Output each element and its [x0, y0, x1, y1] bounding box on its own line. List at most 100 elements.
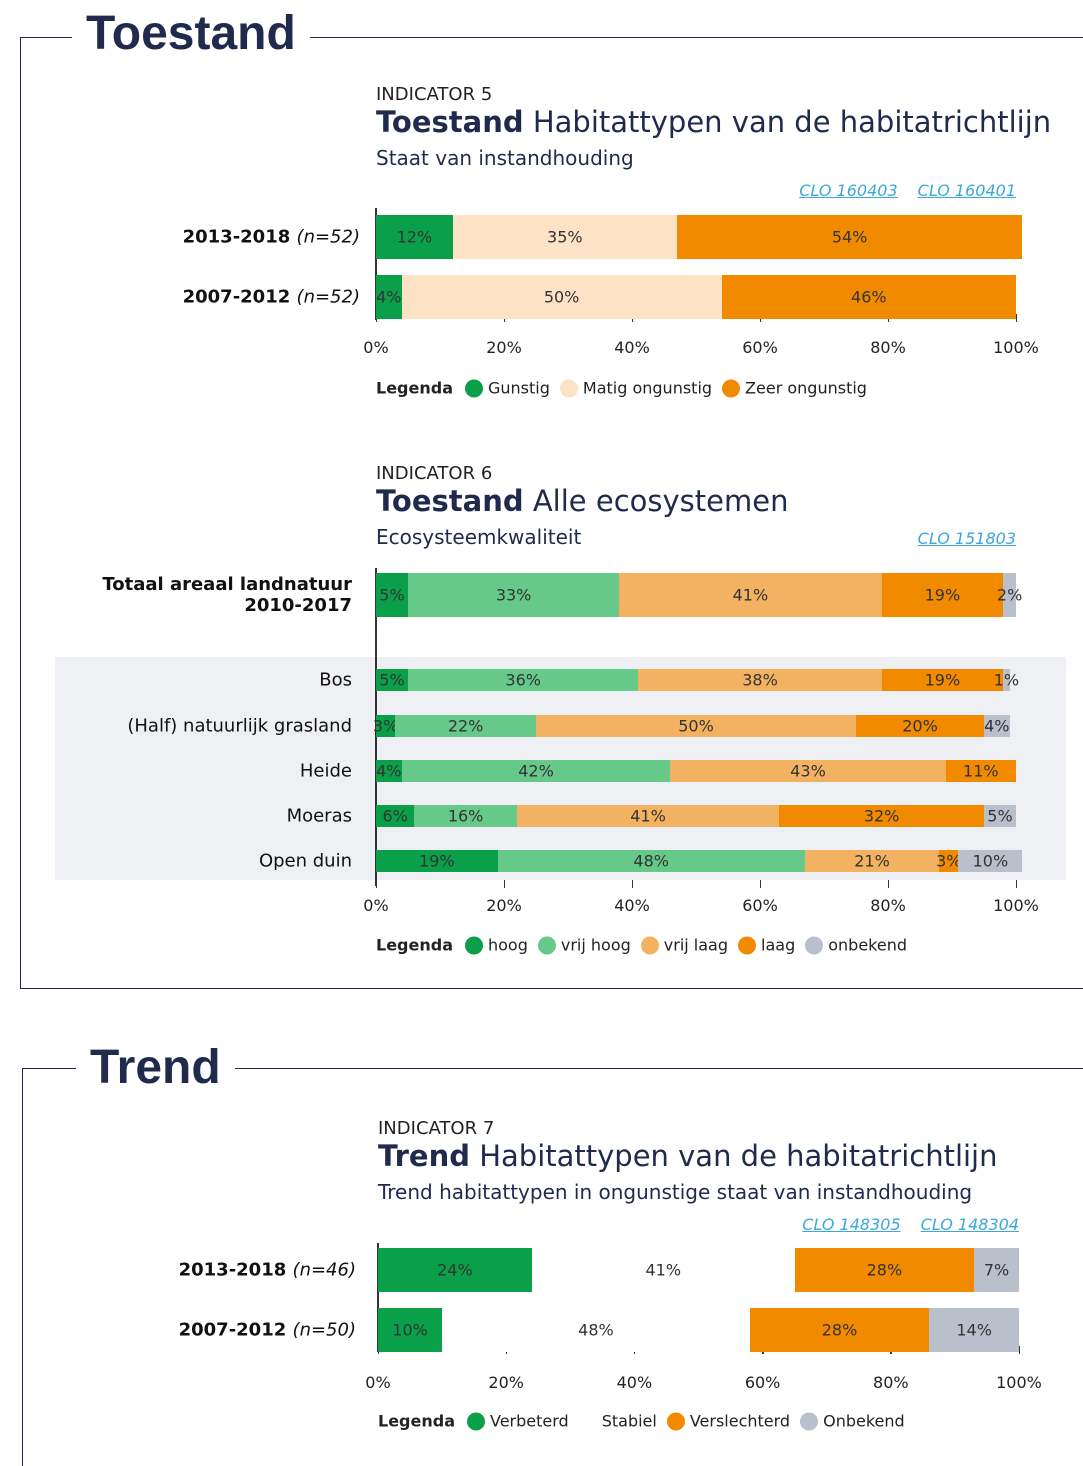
bar-segment — [376, 715, 396, 737]
bar-segment — [881, 669, 1004, 691]
axis-line — [375, 208, 377, 320]
bar-segment — [414, 805, 517, 827]
legend-swatch — [465, 936, 483, 954]
x-tick-label: 0% — [363, 338, 389, 357]
value-label: 54% — [831, 227, 868, 247]
bar-segment — [442, 1308, 750, 1352]
value-label: 5% — [379, 670, 405, 690]
tick-mark — [887, 880, 889, 888]
value-label: 22% — [447, 716, 484, 736]
clo-link[interactable]: CLO 160401 — [917, 181, 1016, 200]
bar-segment — [516, 805, 780, 827]
bar-segment — [1003, 573, 1016, 617]
bar-segment — [395, 715, 536, 737]
category-note: (n=52) — [296, 286, 360, 308]
category-label: 2007-2012 (n=50) — [76, 1320, 356, 1341]
category-name: 2013-2018 — [178, 1259, 287, 1281]
clo-link[interactable]: CLO 148304 — [920, 1215, 1019, 1234]
legend-swatch — [467, 1412, 485, 1430]
value-label: 24% — [437, 1260, 473, 1280]
value-label: 12% — [396, 227, 433, 247]
bar-segment — [401, 275, 722, 319]
bar-segment — [452, 215, 677, 259]
value-label: 32% — [863, 806, 900, 826]
title-bold: Toestand — [376, 105, 524, 139]
value-label: 38% — [742, 670, 778, 690]
x-tick-label: 100% — [993, 338, 1039, 357]
title-text: Habitattypen van de habitatrichtlijn — [532, 105, 1052, 139]
legend-swatch — [800, 1412, 819, 1430]
category-name: Open duin — [258, 850, 352, 872]
bar-segment — [376, 850, 498, 872]
subtitle: Staat van instandhouding — [376, 146, 634, 170]
x-tick-label: 20% — [486, 896, 522, 915]
bar-segment — [670, 760, 946, 782]
clo-link[interactable]: CLO 151803 — [917, 529, 1016, 548]
bar-segment — [376, 215, 453, 259]
subtitle: Ecosysteemkwaliteit — [376, 525, 582, 549]
bar-segment — [676, 215, 1023, 259]
bar-segment — [974, 1248, 1019, 1292]
category-label: 2013-2018 (n=52) — [80, 227, 360, 248]
value-label: 28% — [821, 1320, 858, 1340]
value-label: 5% — [379, 585, 405, 605]
bar-segment — [376, 669, 408, 691]
clo-link[interactable]: CLO 148305 — [802, 1215, 901, 1234]
tick-mark — [375, 880, 377, 888]
value-label: 20% — [902, 716, 938, 736]
bar-segment — [856, 715, 984, 737]
bar-segment — [939, 850, 959, 872]
legend-swatch — [666, 1412, 685, 1430]
category-name: 2007-2012 — [182, 286, 291, 308]
tick-mark — [759, 880, 761, 888]
value-label: 41% — [645, 1260, 682, 1280]
value-label: 4% — [376, 761, 402, 781]
legend-title: Legenda — [376, 378, 453, 398]
bar-segment — [958, 850, 1023, 872]
legend-label: Verbeterd — [490, 1411, 569, 1431]
legend: Legenda Verbeterd Stabiel Verslechterd Onbek… — [378, 1412, 905, 1431]
bar-segment — [536, 715, 856, 737]
value-label: 41% — [732, 585, 769, 605]
value-label: 11% — [963, 761, 999, 781]
bar-segment — [1003, 669, 1010, 691]
category-label: 2007-2012 (n=52) — [80, 287, 360, 308]
legend-label: onbekend — [828, 935, 907, 955]
value-label: 3% — [936, 851, 962, 871]
bar-segment — [619, 573, 882, 617]
value-label: 43% — [790, 761, 826, 781]
category-note: (n=46) — [292, 1259, 356, 1281]
legend-label: laag — [761, 935, 796, 955]
x-tick-label: 80% — [870, 338, 906, 357]
axis-line — [375, 568, 377, 886]
value-label: 1% — [993, 670, 1020, 690]
bar-segment — [378, 1248, 532, 1292]
category-name: Bos — [319, 669, 352, 691]
bar-segment — [497, 850, 805, 872]
clo-link[interactable]: CLO 160403 — [799, 181, 898, 200]
bar-segment — [401, 760, 671, 782]
value-label: 5% — [987, 806, 1013, 826]
legend-swatch — [465, 379, 483, 397]
legend-label: vrij laag — [663, 935, 729, 955]
section-heading: Trend — [76, 1040, 235, 1096]
links: CLO 148305 CLO 148304 — [802, 1215, 1019, 1234]
title-bold: Trend — [378, 1139, 470, 1173]
bar-segment — [376, 275, 402, 319]
value-label: 7% — [983, 1260, 1010, 1280]
value-label: 46% — [851, 287, 887, 307]
x-tick-label: 100% — [993, 896, 1039, 915]
category-name: Totaal areaal landnatuur 2010-2017 — [102, 574, 352, 616]
legend-title: Legenda — [378, 1411, 455, 1431]
category-label: Heide — [72, 761, 352, 782]
value-label: 19% — [924, 585, 961, 605]
title-text: Habitattypen van de habitatrichtlijn — [479, 1139, 998, 1173]
category-label: Totaal areaal landnatuur 2010-2017 — [72, 574, 352, 616]
value-label: 10% — [972, 851, 1009, 871]
value-label: 50% — [543, 287, 580, 307]
x-tick-label: 80% — [870, 896, 906, 915]
legend-swatch — [805, 936, 824, 954]
legend: Legenda Gunstig Matig ongunstig Zeer onguns… — [376, 379, 867, 398]
legend-label: Onbekend — [823, 1411, 905, 1431]
